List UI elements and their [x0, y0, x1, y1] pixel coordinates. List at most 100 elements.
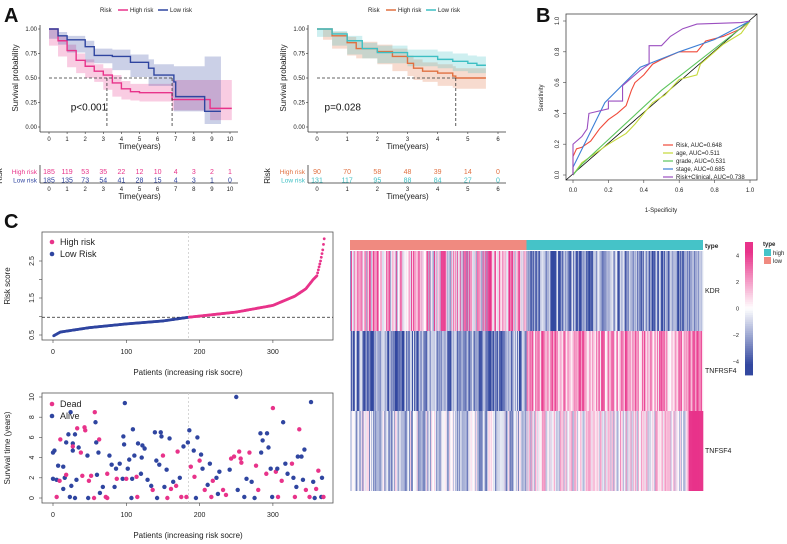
colorbar-segment	[745, 321, 753, 325]
heatmap-cell	[654, 331, 656, 411]
heatmap-cell	[675, 331, 677, 411]
heatmap-cell	[451, 331, 453, 411]
confidence-band	[317, 29, 486, 74]
heatmap-cell	[394, 331, 397, 411]
colorbar-segment	[745, 306, 753, 309]
heatmap-cell	[589, 411, 591, 491]
heatmap-cell	[568, 411, 570, 491]
heatmap-cell	[464, 411, 466, 491]
heatmap-cell	[353, 411, 356, 491]
heatmap-cell	[418, 331, 420, 411]
heatmap-cell	[385, 411, 387, 491]
heatmap-cell	[606, 411, 608, 491]
heatmap-cell	[415, 251, 418, 331]
colorbar-segment	[745, 308, 753, 312]
alive-point	[268, 466, 273, 471]
heatmap-cell	[576, 331, 578, 411]
heatmap-cell	[665, 251, 668, 331]
y-tick-label: 0	[29, 496, 36, 500]
heatmap-cell	[380, 411, 382, 491]
heatmap-cell	[668, 331, 670, 411]
heatmap-cell	[572, 411, 574, 491]
heatmap-cell	[389, 411, 391, 491]
heatmap-cell	[540, 411, 543, 491]
legend-type-high-swatch	[764, 249, 771, 256]
heatmap-cell	[632, 411, 634, 491]
heatmap-cell	[350, 251, 353, 331]
heatmap-cell	[356, 411, 358, 491]
heatmap-cell	[545, 331, 547, 411]
heatmap-cell	[610, 251, 612, 331]
colorbar-segment	[745, 281, 753, 285]
risk-table-count: 135	[61, 178, 73, 185]
heatmap-cell	[595, 251, 597, 331]
heatmap-cell	[599, 411, 602, 491]
heatmap-cell	[613, 411, 615, 491]
heatmap-cell	[516, 331, 518, 411]
heatmap-cell	[370, 331, 372, 411]
heatmap-cell	[596, 331, 598, 411]
heatmap-cell	[473, 331, 475, 411]
risk-score-point	[319, 255, 323, 259]
heatmap-cell	[536, 331, 538, 411]
heatmap-cell	[659, 331, 661, 411]
panel-label-c: C	[4, 211, 18, 233]
heatmap-cell	[492, 331, 494, 411]
heatmap-cell	[587, 411, 589, 491]
heatmap-cell	[658, 251, 660, 331]
alive-point	[74, 477, 79, 483]
heatmap-cell	[453, 251, 455, 331]
heatmap-cell	[664, 251, 667, 331]
heatmap-cell	[637, 411, 639, 491]
colorbar-segment	[745, 328, 753, 332]
heatmap-cell	[402, 411, 404, 491]
heatmap-cell	[693, 251, 695, 331]
heatmap-cell	[421, 331, 423, 411]
heatmap-cell	[657, 251, 659, 331]
heatmap-cell	[699, 411, 701, 491]
heatmap-cell	[599, 251, 602, 331]
heatmap-cell	[475, 411, 478, 491]
heatmap-cell	[538, 411, 541, 491]
heatmap-cell	[596, 251, 598, 331]
dead-point	[321, 494, 326, 500]
y-axis-title: Risk score	[3, 267, 12, 305]
heatmap-cell	[501, 411, 503, 491]
heatmap-cell	[537, 251, 540, 331]
heatmap-cell	[477, 411, 480, 491]
heatmap-cell	[682, 331, 685, 411]
heatmap-cell	[481, 251, 483, 331]
alive-point	[85, 453, 90, 458]
heatmap-cell	[680, 251, 682, 331]
colorbar-segment	[745, 361, 753, 365]
heatmap-cell	[460, 411, 462, 491]
heatmap-cell	[353, 251, 356, 331]
heatmap-cell	[474, 251, 476, 331]
heatmap-cell	[640, 251, 642, 331]
heatmap-cell	[694, 251, 696, 331]
heatmap-cell	[542, 251, 544, 331]
heatmap-cell	[368, 411, 370, 491]
heatmap-cell	[469, 411, 471, 491]
dead-point	[220, 487, 226, 493]
heatmap-cell	[678, 331, 680, 411]
heatmap-cell	[441, 411, 443, 491]
heatmap-cell	[355, 331, 357, 411]
heatmap-cell	[480, 331, 482, 411]
heatmap-cell	[609, 411, 611, 491]
heatmap-cell	[635, 411, 637, 491]
heatmap-cell	[443, 411, 445, 491]
heatmap-cell	[652, 411, 654, 491]
alive-point	[154, 458, 159, 463]
colorbar-segment	[745, 324, 753, 327]
legend-type-low: low	[773, 259, 783, 265]
heatmap-cell	[448, 331, 450, 411]
heatmap-cell	[598, 331, 600, 411]
heatmap-cell	[483, 411, 485, 491]
heatmap-cell	[690, 251, 692, 331]
heatmap-cell	[543, 251, 545, 331]
heatmap-cell	[487, 331, 489, 411]
heatmap-cell	[518, 251, 521, 331]
